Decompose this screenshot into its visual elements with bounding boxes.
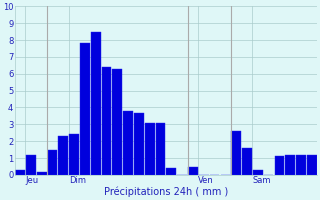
Bar (59, 136, 68, 175)
Bar (188, 167, 198, 175)
Bar (15, 170, 25, 175)
Bar (112, 69, 122, 175)
Bar (37, 172, 46, 175)
Bar (156, 123, 165, 175)
Bar (253, 170, 263, 175)
Bar (26, 155, 36, 175)
Bar (307, 155, 317, 175)
Bar (80, 43, 90, 175)
Bar (123, 111, 133, 175)
Bar (69, 134, 79, 175)
Bar (48, 150, 57, 175)
Bar (231, 131, 241, 175)
X-axis label: Précipitations 24h ( mm ): Précipitations 24h ( mm ) (104, 187, 228, 197)
Bar (145, 123, 155, 175)
Bar (242, 148, 252, 175)
Bar (102, 67, 111, 175)
Bar (275, 156, 284, 175)
Bar (91, 32, 100, 175)
Bar (134, 113, 144, 175)
Bar (296, 155, 306, 175)
Bar (166, 168, 176, 175)
Bar (285, 155, 295, 175)
